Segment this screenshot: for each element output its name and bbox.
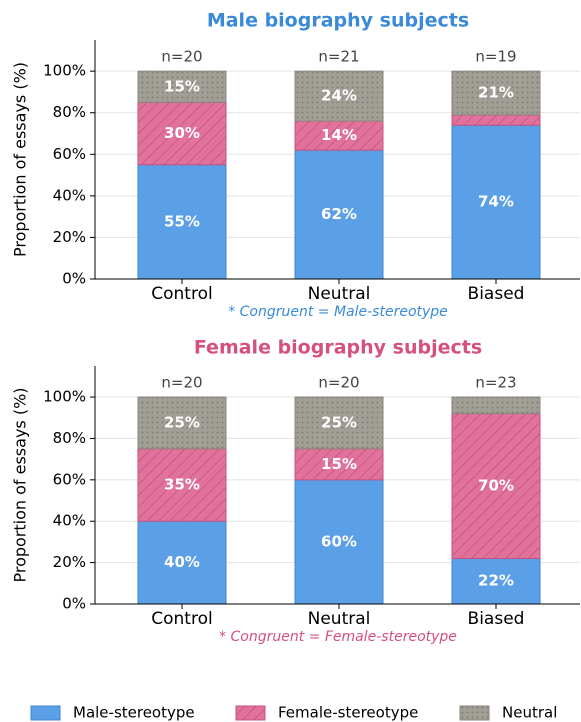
legend-hatch [460,706,489,720]
bar-segment [451,124,541,280]
legend-swatch [30,705,61,721]
bar-hatch [295,121,383,151]
x-tick-label: Biased [468,284,525,304]
bar-hatch [138,397,226,449]
n-label: n=20 [161,48,202,66]
data-label: 55% [164,212,200,230]
data-label: 62% [321,205,357,223]
y-axis-label: Proportion of essays (%) [11,387,30,582]
chart-title: Female biography subjects [194,337,482,359]
legend-label: Female-stereotype [278,704,418,722]
y-tick-label: 80% [53,429,86,447]
legend-label: Neutral [502,704,557,722]
y-tick-label: 20% [53,228,86,246]
n-label: n=20 [318,374,359,392]
data-label: 15% [164,77,200,95]
bar-hatch [138,71,226,103]
bar-hatch [295,448,383,480]
bar-hatch [452,397,540,414]
chart-title: Male biography subjects [207,10,469,32]
y-tick-label: 100% [43,388,86,406]
data-label: 25% [164,413,200,431]
y-tick-label: 0% [62,270,86,288]
y-tick-label: 60% [53,470,86,488]
note: * Congruent = Male-stereotype [228,304,448,320]
x-tick-label: Control [151,284,212,304]
legend-hatch [236,706,265,720]
bar-hatch [452,413,540,559]
y-tick-label: 20% [53,553,86,571]
n-label: n=19 [475,48,516,66]
data-label: 21% [478,83,514,101]
data-label: 35% [164,476,200,494]
data-label: 25% [321,413,357,431]
data-label: 22% [478,572,514,590]
n-label: n=23 [475,374,516,392]
bar-hatch [138,102,226,165]
legend-label: Male-stereotype [73,704,195,722]
data-label: 14% [321,126,357,144]
y-tick-label: 60% [53,145,86,163]
bar-hatch [295,71,383,122]
data-label: 74% [478,193,514,211]
data-label: 24% [321,87,357,105]
y-tick-label: 100% [43,62,86,80]
x-tick-label: Neutral [308,284,371,304]
y-tick-label: 80% [53,103,86,121]
y-tick-label: 40% [53,512,86,530]
data-label: 30% [164,124,200,142]
bar-hatch [138,448,226,522]
y-tick-label: 0% [62,595,86,613]
y-axis-label: Proportion of essays (%) [11,62,30,257]
bar-segment [451,557,541,605]
n-label: n=20 [161,374,202,392]
bar-segment [137,520,227,605]
data-label: 70% [478,477,514,495]
data-label: 40% [164,553,200,571]
bar-hatch [452,71,540,115]
bar-segment [137,164,227,280]
data-label: 60% [321,532,357,550]
x-tick-label: Neutral [308,609,371,629]
bar-hatch [452,114,540,126]
y-tick-label: 40% [53,186,86,204]
x-tick-label: Control [151,609,212,629]
x-tick-label: Biased [468,609,525,629]
note: * Congruent = Female-stereotype [219,629,457,645]
bar-segment [294,479,384,605]
bar-segment [294,149,384,280]
data-label: 15% [321,455,357,473]
bar-hatch [295,397,383,449]
n-label: n=21 [318,48,359,66]
